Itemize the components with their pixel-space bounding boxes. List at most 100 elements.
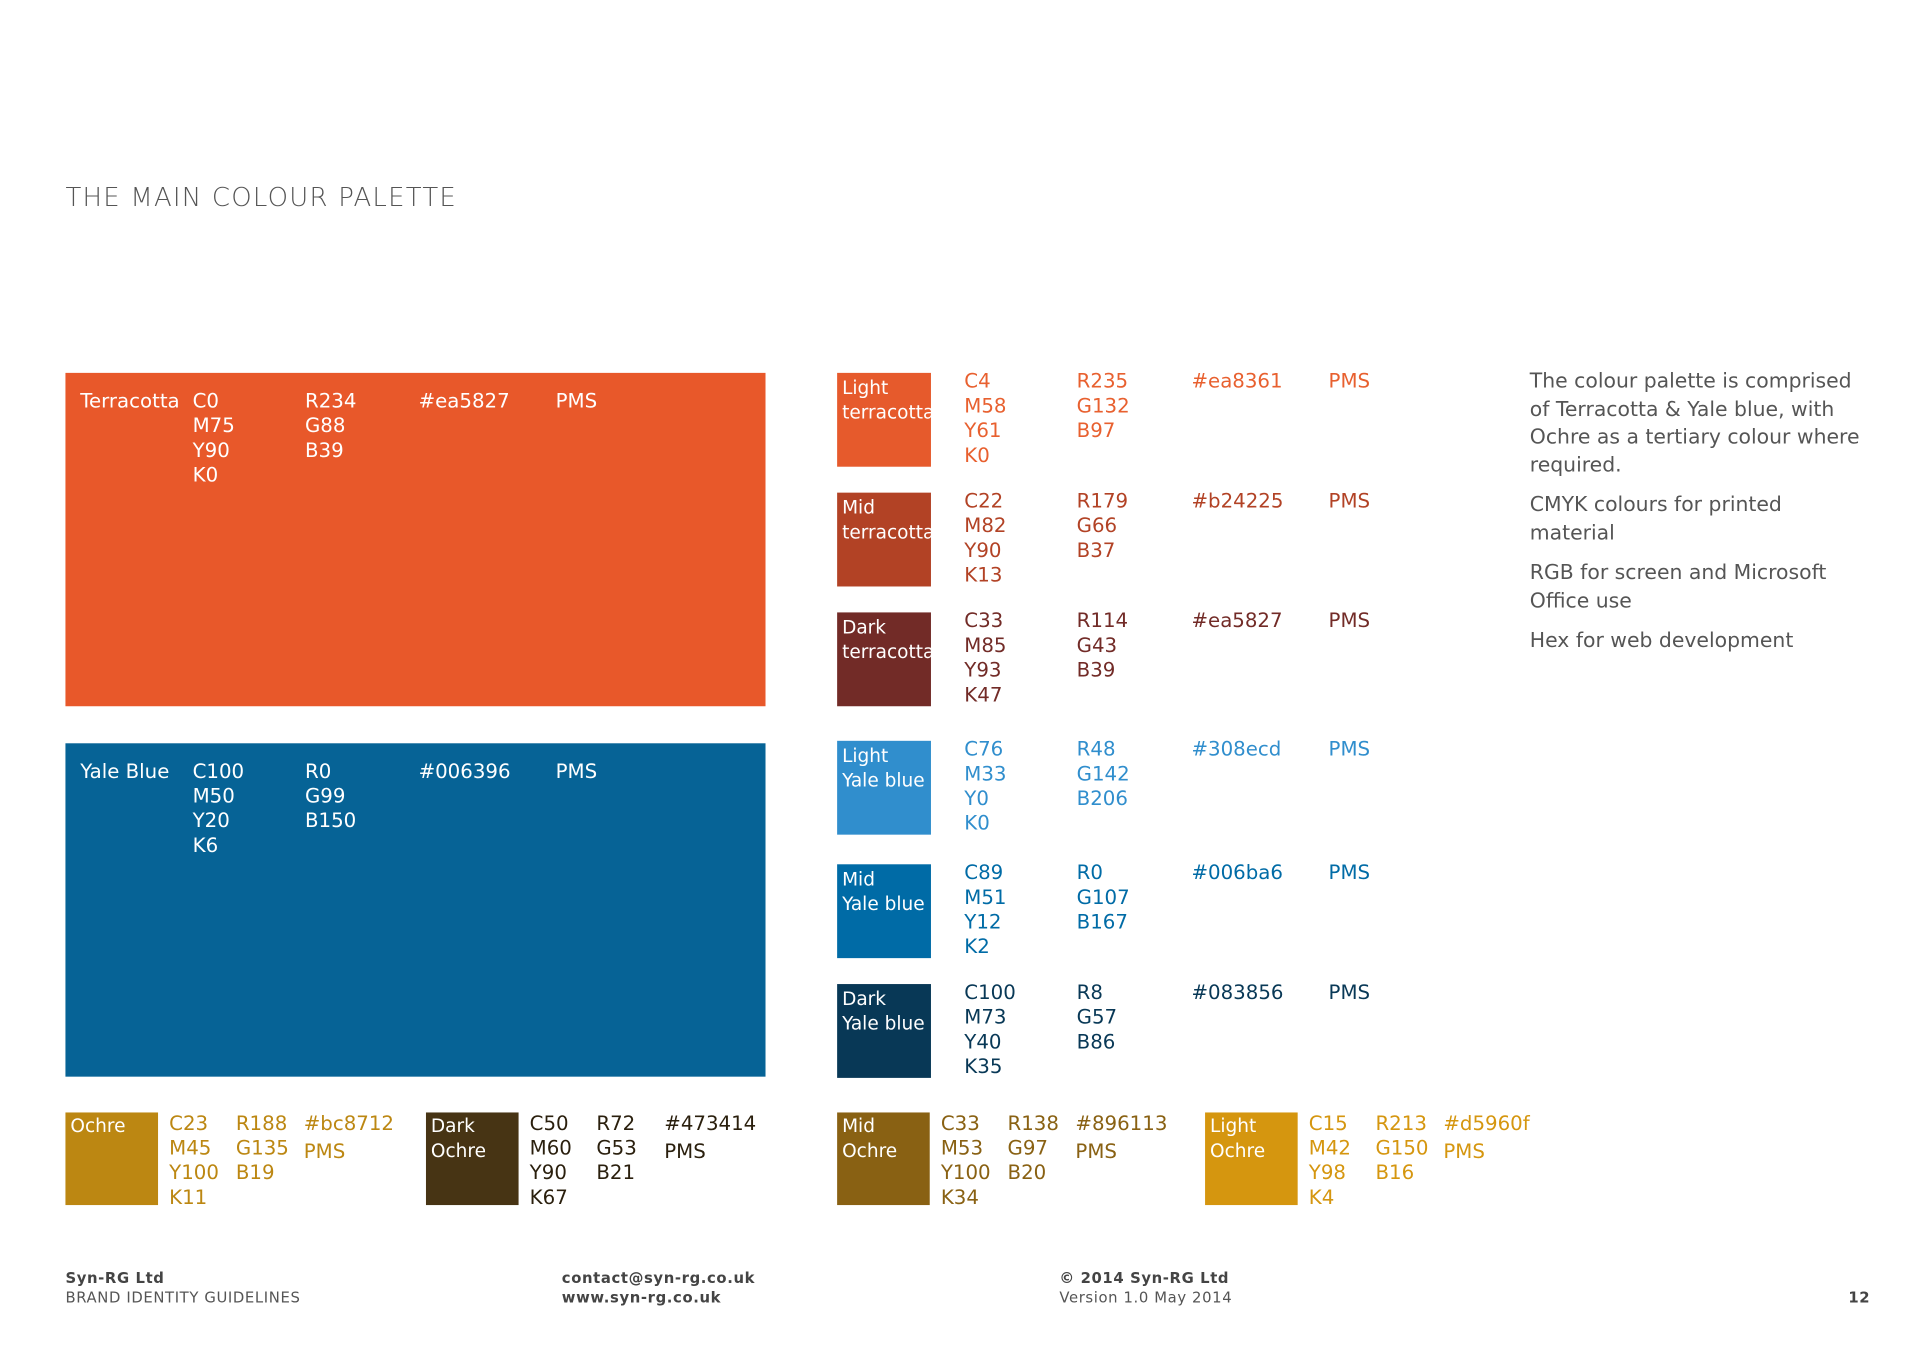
colour-name: Dark — [430, 1114, 475, 1138]
cmyk-value: K0 — [964, 811, 990, 835]
colour-name: Yale blue — [842, 892, 925, 915]
hex-value: #006ba6 — [1191, 860, 1283, 885]
hex-value: #473414 — [664, 1111, 757, 1135]
rgb-value: G57 — [1076, 1005, 1118, 1029]
pms-label: PMS — [1328, 860, 1371, 885]
cmyk-value: C100 — [964, 980, 1016, 1004]
swatch — [65, 372, 766, 707]
colour-name: Mid — [842, 496, 875, 519]
cmyk-value: Y12 — [964, 909, 1002, 934]
cmyk-value: Y40 — [964, 1029, 1002, 1054]
cmyk-value: Y61 — [964, 418, 1002, 443]
pms-label: PMS — [664, 1139, 706, 1164]
hex-value: #083856 — [1191, 980, 1284, 1004]
colour-name: Ochre — [842, 1139, 898, 1162]
cmyk-value: K6 — [192, 833, 219, 857]
cmyk-value: K67 — [529, 1185, 568, 1209]
hex-value: #d5960f — [1443, 1111, 1530, 1135]
pms-label: PMS — [1443, 1139, 1485, 1164]
pms-label: PMS — [1328, 737, 1371, 761]
swatch — [65, 743, 766, 1077]
rgb-value: B39 — [1076, 658, 1116, 682]
cmyk-value: M42 — [1308, 1135, 1351, 1160]
rgb-value: G99 — [304, 784, 346, 808]
cmyk-value: C0 — [192, 388, 219, 413]
cmyk-value: Y93 — [964, 658, 1002, 682]
rgb-value: R48 — [1076, 737, 1116, 761]
cmyk-value: C50 — [529, 1111, 569, 1135]
rgb-value: R8 — [1076, 980, 1103, 1004]
note: RGB for screen and Microsoft Office use — [1529, 560, 1827, 612]
swatch — [837, 372, 931, 467]
rgb-value: B21 — [596, 1160, 636, 1185]
cmyk-value: Y100 — [940, 1160, 991, 1185]
cmyk-value: K0 — [192, 463, 219, 487]
swatch — [65, 1112, 159, 1206]
cmyk-value: M85 — [964, 633, 1007, 657]
cmyk-value: C4 — [964, 369, 991, 393]
rgb-value: R114 — [1076, 608, 1129, 633]
hex-value: #896113 — [1075, 1111, 1168, 1135]
cmyk-value: Y100 — [169, 1160, 219, 1185]
colour-name: Light — [1210, 1114, 1257, 1138]
pms-label: PMS — [1328, 488, 1371, 513]
rgb-value: G135 — [235, 1135, 289, 1160]
rgb-value: R0 — [304, 759, 332, 783]
swatch — [837, 492, 931, 587]
cmyk-value: Y98 — [1308, 1160, 1346, 1185]
note: Hex for web development — [1529, 628, 1794, 652]
rgb-value: R234 — [304, 388, 357, 413]
footer-version: Version 1.0 May 2014 — [1059, 1289, 1233, 1307]
pms-label: PMS — [1328, 608, 1371, 633]
rgb-value: B167 — [1076, 909, 1128, 934]
rgb-value: G150 — [1375, 1135, 1429, 1160]
cmyk-value: C33 — [940, 1111, 980, 1135]
cmyk-value: K34 — [940, 1185, 979, 1209]
footer-web: www.syn-rg.co.uk — [561, 1289, 722, 1307]
cmyk-value: M50 — [192, 784, 235, 808]
rgb-value: G66 — [1076, 513, 1118, 538]
rgb-value: B150 — [304, 808, 357, 833]
pms-label: PMS — [303, 1139, 346, 1164]
cmyk-value: C89 — [964, 860, 1004, 885]
cmyk-value: M33 — [964, 761, 1007, 786]
cmyk-value: M53 — [940, 1135, 984, 1160]
cmyk-value: M58 — [964, 393, 1007, 418]
note: The colour palette is comprised of Terra… — [1529, 369, 1860, 476]
rgb-value: G107 — [1076, 885, 1130, 909]
hex-value: #006396 — [418, 759, 511, 783]
rgb-value: B97 — [1076, 418, 1116, 443]
rgb-value: G132 — [1076, 393, 1130, 418]
colour-name: Terracotta — [80, 388, 180, 413]
cmyk-value: C15 — [1308, 1111, 1348, 1135]
colour-name: terracotta — [842, 401, 931, 424]
swatch — [837, 740, 931, 835]
hex-value: #bc8712 — [303, 1111, 394, 1135]
colour-name: Light — [842, 376, 889, 399]
rgb-value: R213 — [1375, 1111, 1427, 1135]
pms-label: PMS — [1328, 369, 1371, 393]
cmyk-value: K11 — [169, 1185, 208, 1209]
rgb-value: G142 — [1076, 761, 1130, 786]
pms-label: PMS — [555, 388, 598, 413]
rgb-value: G43 — [1076, 633, 1118, 657]
colour-name: Yale blue — [842, 1012, 925, 1035]
colour-name: terracotta — [842, 640, 931, 664]
cmyk-value: K4 — [1308, 1185, 1335, 1209]
rgb-value: R0 — [1076, 860, 1103, 885]
rgb-value: B206 — [1076, 786, 1128, 810]
colour-name: terracotta — [842, 521, 931, 544]
hex-value: #ea5827 — [1191, 608, 1283, 633]
footer-copyright: © 2014 Syn-RG Ltd — [1059, 1269, 1230, 1287]
cmyk-value: Y90 — [192, 438, 230, 462]
cmyk-value: Y0 — [964, 786, 989, 810]
colour-name: Mid — [842, 1114, 875, 1138]
swatch — [425, 1112, 519, 1206]
cmyk-value: C76 — [964, 737, 1004, 761]
rgb-value: B37 — [1076, 538, 1116, 562]
rgb-value: R235 — [1076, 369, 1129, 393]
note: CMYK colours for printed material — [1529, 492, 1782, 544]
cmyk-value: M75 — [192, 413, 235, 438]
